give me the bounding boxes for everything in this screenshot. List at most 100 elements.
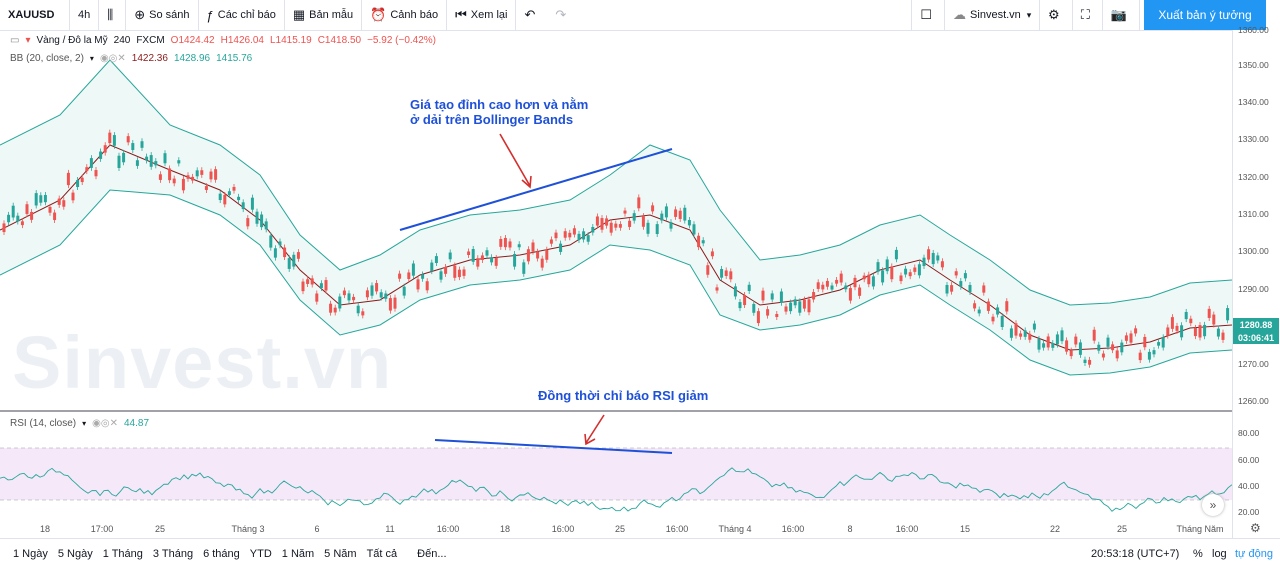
range-button[interactable]: 5 Ngày <box>57 548 93 560</box>
indicators-button[interactable]: ƒ Các chỉ báo <box>199 0 285 30</box>
percent-toggle[interactable]: % <box>1193 548 1203 560</box>
legend-timeframe: 240 <box>113 35 131 46</box>
candle-body <box>1175 325 1179 331</box>
candle-body <box>324 280 328 291</box>
candle-body <box>692 224 696 235</box>
layout-button[interactable]: ☐ <box>911 0 946 30</box>
log-toggle[interactable]: log <box>1212 548 1227 560</box>
range-button[interactable]: 6 tháng <box>203 548 240 560</box>
annotation-rsi[interactable]: Đồng thời chỉ báo RSI giảm <box>538 388 709 403</box>
candle-body <box>48 206 52 213</box>
collapse-icon[interactable]: ▭ <box>10 35 20 46</box>
candle-body <box>779 291 783 303</box>
publish-idea-button[interactable]: Xuất bản ý tưởng <box>1144 0 1266 30</box>
chevron-down-icon[interactable]: ▾ <box>89 54 94 63</box>
candle-body <box>729 271 733 280</box>
candle-body <box>218 193 222 201</box>
clock[interactable]: 20:53:18 (UTC+7) <box>1091 548 1180 560</box>
range-button[interactable]: 3 Tháng <box>152 548 194 560</box>
price-axis-label: 1350.00 <box>1238 60 1269 70</box>
range-button[interactable]: 1 Tháng <box>102 548 143 560</box>
settings-button[interactable]: ⚙ <box>1040 0 1073 30</box>
candle-body <box>448 252 452 260</box>
undo-button[interactable]: ↶ <box>516 0 547 30</box>
symbol-search[interactable]: XAUUSD <box>0 0 70 30</box>
time-settings-icon[interactable]: ⚙ <box>1250 521 1261 535</box>
candle-body <box>126 136 130 143</box>
compare-button[interactable]: ⊕ So sánh <box>126 0 199 30</box>
annotation-price[interactable]: Giá tạo đỉnh cao hơn và nằm ở dải trên B… <box>410 97 588 127</box>
goto-date-button[interactable]: Đến... <box>417 548 447 560</box>
undo-icon: ↶ <box>524 7 536 22</box>
price-axis[interactable] <box>1232 30 1280 538</box>
candle-body <box>301 281 305 292</box>
range-button[interactable]: 5 Năm <box>324 548 357 560</box>
legend-symbol: Vàng / Đô la Mỹ <box>36 35 108 46</box>
range-button[interactable]: 1 Ngày <box>13 548 48 560</box>
candle-body <box>177 160 181 164</box>
fullscreen-button[interactable]: ⛶ <box>1073 0 1103 30</box>
candle-body <box>122 152 126 163</box>
bb-label[interactable]: BB (20, close, 2) <box>10 53 84 64</box>
rsi-label[interactable]: RSI (14, close) <box>10 418 77 429</box>
snapshot-button[interactable]: 📷 <box>1103 0 1140 30</box>
legend-low: L1415.19 <box>269 35 312 46</box>
candle-body <box>549 239 553 244</box>
redo-button[interactable]: ↷ <box>547 0 578 30</box>
rsi-trend-line[interactable] <box>434 439 673 454</box>
range-button[interactable]: YTD <box>249 548 272 560</box>
candle-body <box>43 194 47 203</box>
time-axis-label: 16:00 <box>665 524 689 534</box>
time-axis-label: 16:00 <box>436 524 460 534</box>
candle-body <box>34 193 38 206</box>
account-menu[interactable]: ☁ Sinvest.vn ▾ <box>945 0 1041 30</box>
candle-body <box>237 196 241 201</box>
candle-body <box>25 204 29 214</box>
chart-pane[interactable]: Sinvest.vn ▭ ▾ Vàng / Đô la Mỹ 240 FXCM … <box>0 30 1232 538</box>
candle-body <box>379 292 383 298</box>
chevron-down-icon[interactable]: ▾ <box>82 419 87 428</box>
eye-icon[interactable]: ◉◎✕ <box>92 418 118 429</box>
time-axis-label: Tháng Năm <box>1176 524 1224 534</box>
candle-body <box>807 299 811 313</box>
candle-body <box>1069 350 1073 357</box>
candle-body <box>1111 344 1115 351</box>
range-button[interactable]: 1 Năm <box>281 548 315 560</box>
replay-button[interactable]: ⏮ Xem lại <box>447 0 517 30</box>
chart-style-button[interactable]: ⫼ <box>99 0 127 30</box>
candle-body <box>733 286 737 297</box>
alert-button[interactable]: ⏰ Cảnh báo <box>362 0 448 30</box>
candle-body <box>149 155 153 167</box>
candle-body <box>393 297 397 309</box>
price-trend-line[interactable] <box>399 148 673 231</box>
candle-body <box>292 254 296 267</box>
price-arrow[interactable] <box>499 133 531 187</box>
candle-body <box>145 156 149 161</box>
candle-body <box>1147 351 1151 360</box>
time-axis-label: 25 <box>154 524 166 534</box>
range-button[interactable]: Tất cả <box>366 548 398 560</box>
candle-body <box>798 301 802 313</box>
candle-body <box>936 255 940 261</box>
rsi-arrow[interactable] <box>585 414 605 444</box>
eye-icon[interactable]: ◉◎✕ <box>99 53 126 64</box>
candle-body <box>678 210 682 219</box>
last-price-tag: 1280.88 <box>1233 318 1279 331</box>
auto-toggle[interactable]: tự động <box>1235 548 1273 560</box>
candle-body <box>591 227 595 233</box>
candle-body <box>536 251 540 259</box>
interval-button[interactable]: 4h <box>70 0 100 30</box>
price-chart[interactable] <box>0 30 1232 538</box>
scroll-right-button[interactable]: » <box>1202 494 1224 516</box>
candle-body <box>683 207 687 221</box>
candle-body <box>756 311 760 324</box>
candle-body <box>39 195 43 203</box>
price-axis-label: 1310.00 <box>1238 209 1269 219</box>
candle-body <box>485 250 489 256</box>
templates-button[interactable]: ▦ Bản mẫu <box>285 0 363 30</box>
candle-body <box>168 168 172 181</box>
candle-body <box>462 269 466 276</box>
candle-body <box>899 275 903 282</box>
candle-body <box>775 313 779 318</box>
candle-body <box>1074 336 1078 345</box>
